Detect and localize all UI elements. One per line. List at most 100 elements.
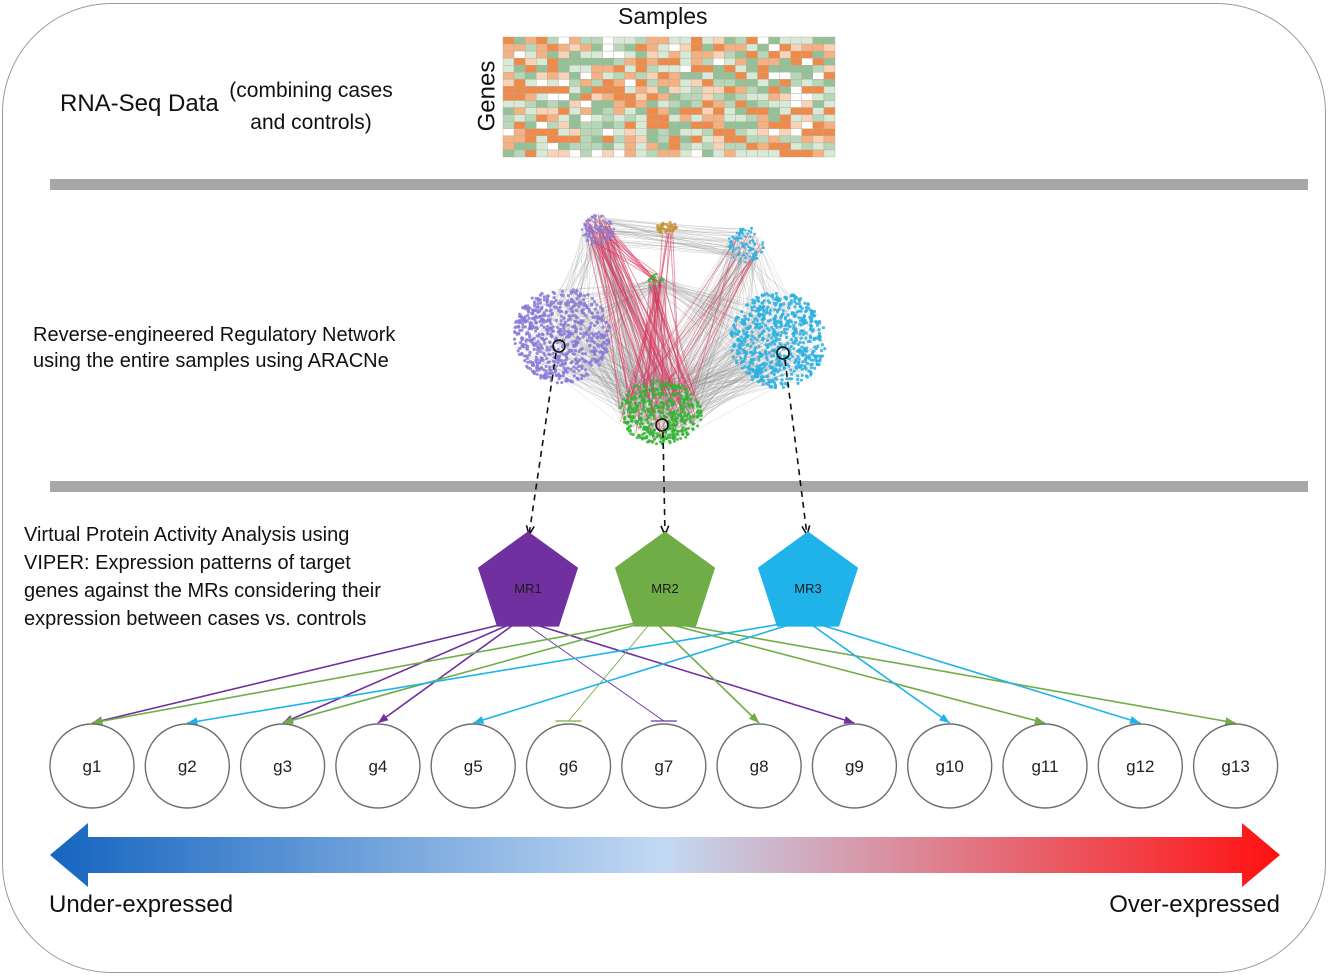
heatmap-cell	[757, 142, 769, 151]
network-node	[640, 418, 644, 422]
heatmap-cell	[812, 100, 825, 108]
network-link	[661, 346, 783, 429]
heatmap-cell	[558, 121, 570, 129]
network-link	[674, 364, 808, 399]
network-node	[635, 436, 639, 440]
heatmap-cell	[690, 72, 703, 80]
network-node	[585, 239, 589, 242]
network-link	[637, 257, 744, 409]
heatmap-cell	[624, 142, 637, 151]
network-node	[680, 404, 684, 408]
network-link	[679, 354, 784, 436]
rnaseq-title-paren: (combining cases and controls)	[229, 79, 393, 134]
heatmap-cell	[547, 79, 559, 87]
network-node	[645, 389, 649, 393]
network-node	[666, 224, 670, 228]
network-node	[566, 303, 570, 307]
activation-arrowhead	[473, 716, 485, 724]
network-node	[750, 308, 754, 312]
gene-node-g7: g7	[621, 723, 707, 809]
heatmap-cell	[513, 121, 526, 129]
network-node	[538, 301, 543, 305]
network-link	[665, 262, 741, 437]
heatmap-cell	[602, 57, 614, 66]
network-node	[559, 301, 563, 306]
heatmap-cell	[713, 107, 725, 115]
network-node	[814, 347, 818, 351]
network-node	[783, 343, 788, 347]
network-node	[646, 420, 650, 424]
network-node	[817, 328, 821, 332]
network-link	[589, 299, 656, 389]
network-node	[759, 313, 763, 317]
heatmap-cell	[536, 79, 548, 87]
network-node	[674, 419, 678, 423]
gene-label: g6	[559, 757, 578, 776]
heatmap-cell	[547, 100, 559, 108]
heatmap-cell	[536, 36, 548, 45]
network-node	[587, 307, 591, 311]
heatmap-cell	[690, 107, 703, 115]
network-link	[599, 217, 745, 263]
network-node	[802, 317, 806, 321]
network-node	[787, 306, 791, 310]
network-node	[627, 414, 631, 418]
heatmap-cell	[823, 107, 836, 115]
heatmap-cell	[790, 128, 803, 137]
network-node	[778, 342, 782, 346]
network-node	[748, 371, 752, 375]
network-node	[611, 233, 615, 237]
heatmap-cell	[547, 50, 559, 59]
network-node	[516, 349, 520, 353]
network-link	[657, 278, 798, 376]
network-node	[792, 369, 796, 373]
heatmap-cell	[580, 107, 592, 115]
heatmap-cell	[613, 142, 625, 151]
network-node	[630, 396, 634, 400]
network-node	[542, 368, 546, 372]
network-node	[580, 352, 585, 356]
heatmap-cell	[668, 149, 681, 158]
network-node	[760, 338, 765, 342]
activation-edge	[472, 619, 806, 724]
hub-marker-cyan	[776, 346, 790, 360]
network-link	[757, 239, 791, 321]
network-node	[600, 332, 604, 337]
network-node	[590, 358, 595, 362]
heatmap-cell	[724, 121, 736, 129]
network-node	[792, 326, 796, 331]
network-node	[562, 316, 566, 320]
heatmap-cell	[801, 142, 814, 151]
network-node	[573, 319, 577, 324]
network-node	[777, 298, 782, 303]
activation-arrowhead	[1129, 716, 1141, 724]
network-node	[657, 409, 661, 413]
network-link	[570, 291, 681, 422]
network-node	[581, 335, 585, 339]
heatmap-cell	[801, 135, 814, 144]
heatmap-cell	[602, 79, 614, 87]
network-link	[635, 240, 734, 397]
network-node	[823, 346, 827, 351]
network-node	[642, 401, 646, 405]
network-link	[606, 219, 755, 234]
network-node	[764, 352, 768, 356]
network-node	[765, 345, 770, 350]
network-node	[627, 390, 631, 394]
heatmap-cell	[768, 114, 780, 122]
network-link	[607, 222, 758, 239]
network-node	[605, 342, 609, 346]
network-node	[691, 422, 695, 426]
gene-label: g12	[1126, 757, 1154, 776]
heatmap-cell	[702, 114, 714, 122]
heatmap-cell	[746, 57, 758, 66]
network-node	[797, 357, 801, 361]
heatmap-cell	[790, 79, 803, 87]
heatmap-cell	[602, 65, 614, 73]
heatmap-cell	[513, 135, 526, 144]
network-node	[575, 297, 579, 301]
network-node	[748, 255, 752, 258]
heatmap-cell	[558, 86, 570, 94]
network-node	[568, 349, 572, 354]
network-link	[594, 232, 735, 242]
